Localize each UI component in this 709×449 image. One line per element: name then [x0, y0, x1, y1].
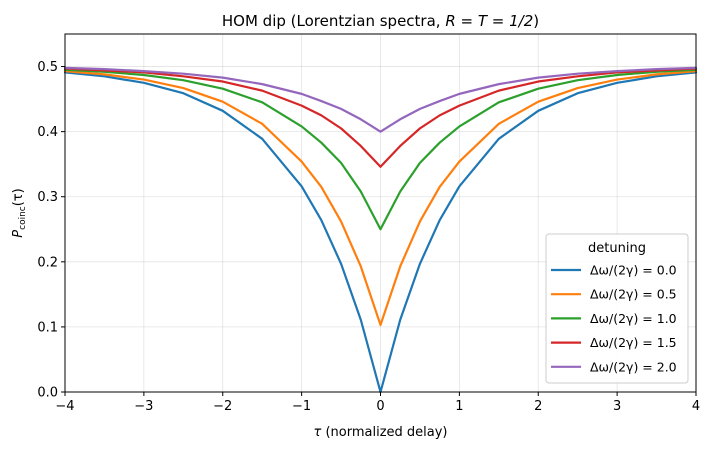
y-tick-label: 0.0: [37, 386, 58, 401]
legend-label-0: Δω/(2γ) = 0.0: [590, 263, 677, 278]
x-tick-label: −1: [292, 399, 311, 414]
chart-title-math: R = T = 1/2: [445, 12, 533, 30]
legend-entries: Δω/(2γ) = 0.0 Δω/(2γ) = 0.5 Δω/(2γ) = 1.0 Δ…: [551, 263, 677, 374]
legend-title: detuning: [588, 241, 646, 256]
series-line-2: [63, 68, 698, 231]
x-axis-label: τ (normalized delay): [314, 425, 448, 440]
x-axis-label-symbol: τ: [314, 425, 322, 440]
x-tick-label: −2: [213, 399, 232, 414]
series-line-4: [63, 66, 698, 133]
legend: detuning Δω/(2γ) = 0.0Δω/(2γ) = 0.5Δω/(2…: [545, 233, 689, 384]
y-axis-ticks: 0.0 0.1 0.2 0.3 0.4 0.5: [37, 60, 65, 401]
series-line-3: [63, 67, 698, 168]
x-tick-label: 1: [455, 399, 463, 414]
legend-label-4: Δω/(2γ) = 2.0: [590, 359, 677, 374]
y-axis-label-subscript: coinc: [18, 206, 28, 230]
x-axis-ticks: −4 −3 −2 −1 0 1 2 3 4: [55, 392, 700, 414]
x-tick-label: −4: [55, 399, 74, 414]
chart-title-suffix: ): [533, 12, 539, 30]
legend-label-2: Δω/(2γ) = 1.0: [590, 311, 677, 326]
y-axis-label: Pcoinc(τ): [11, 188, 28, 237]
legend-label-1: Δω/(2γ) = 0.5: [590, 287, 677, 302]
y-axis-label-symbol: P: [11, 230, 26, 238]
x-tick-label: 2: [534, 399, 542, 414]
x-tick-label: 3: [613, 399, 621, 414]
chart-title: HOM dip (Lorentzian spectra, R = T = 1/2…: [222, 12, 539, 30]
y-tick-label: 0.1: [37, 320, 58, 335]
y-tick-label: 0.3: [37, 190, 58, 205]
legend-label-3: Δω/(2γ) = 1.5: [590, 335, 677, 350]
y-tick-label: 0.5: [37, 60, 58, 75]
x-axis-label-text: (normalized delay): [321, 425, 447, 440]
x-tick-label: 0: [376, 399, 384, 414]
series-line-1: [63, 69, 698, 327]
y-tick-label: 0.4: [37, 125, 58, 140]
series-lines: [63, 66, 698, 394]
x-tick-label: −3: [134, 399, 153, 414]
chart-title-prefix: HOM dip (Lorentzian spectra,: [222, 12, 445, 30]
y-tick-label: 0.2: [37, 255, 58, 270]
x-tick-label: 4: [692, 399, 700, 414]
y-axis-label-arg: (τ): [11, 188, 26, 206]
legend-box: [545, 233, 689, 384]
